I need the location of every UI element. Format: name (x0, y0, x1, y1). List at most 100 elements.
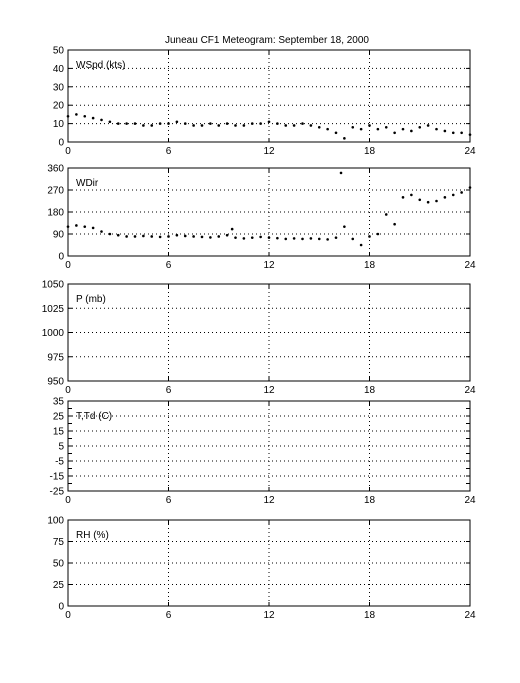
data-point (351, 237, 355, 241)
y-tick-label: 1000 (42, 328, 65, 339)
data-point (376, 232, 380, 236)
y-tick-label: 975 (47, 352, 64, 363)
data-point (234, 236, 237, 239)
data-point (410, 193, 413, 197)
y-tick-label: 0 (58, 138, 64, 149)
panel-label-rh: RH (%) (76, 530, 109, 541)
data-point (225, 233, 229, 237)
data-point (351, 125, 355, 129)
data-point (167, 235, 170, 238)
y-tick-label: -25 (50, 487, 65, 498)
data-point (125, 122, 128, 125)
x-tick-label: 24 (464, 260, 476, 271)
data-point (250, 122, 254, 125)
y-tick-label: 40 (53, 64, 65, 75)
data-point (150, 235, 154, 238)
data-point (217, 124, 221, 127)
data-point (401, 196, 405, 199)
x-tick-label: 6 (166, 260, 172, 271)
y-tick-label: 50 (53, 559, 65, 570)
y-tick-label: 90 (53, 230, 65, 241)
data-point (209, 122, 212, 125)
data-point (301, 122, 304, 125)
data-point (426, 124, 430, 127)
y-tick-label: 360 (47, 164, 64, 175)
data-point (200, 124, 204, 127)
data-point (125, 235, 128, 238)
axes-frame (67, 49, 471, 143)
y-tick-label: 0 (58, 252, 64, 263)
series-wspd (66, 113, 472, 140)
data-point (83, 114, 87, 118)
panel-rh: 0 6 12 18 24 0 25 50 75 100 RH (%) (47, 516, 476, 622)
x-tick-label: 24 (464, 385, 476, 396)
data-point (175, 120, 179, 124)
data-point (393, 131, 396, 135)
data-point (410, 129, 413, 133)
x-tick-label: 0 (65, 610, 71, 621)
data-point (359, 243, 363, 247)
data-point (183, 234, 187, 238)
x-tick-label: 0 (65, 146, 71, 157)
data-point (75, 224, 78, 227)
data-point (217, 235, 221, 238)
y-tick-label: 10 (53, 119, 65, 130)
data-point (116, 122, 120, 125)
x-tick-label: 0 (65, 260, 71, 271)
data-point (334, 236, 338, 239)
data-point (368, 124, 371, 127)
data-point (309, 237, 313, 240)
data-point (142, 234, 145, 238)
data-point (116, 233, 120, 237)
data-point (234, 124, 237, 127)
data-point (150, 124, 154, 127)
y-tick-label: 180 (47, 208, 64, 219)
data-point (317, 237, 321, 241)
data-point (66, 225, 70, 228)
x-tick-label: 12 (263, 495, 275, 506)
data-point (343, 137, 346, 140)
x-tick-label: 0 (65, 385, 71, 396)
x-tick-label: 24 (464, 610, 476, 621)
y-tick-label: 35 (53, 397, 65, 408)
data-point (108, 120, 112, 124)
data-point (393, 222, 396, 226)
data-point (66, 114, 70, 118)
figure-title: Juneau CF1 Meteogram: September 18, 2000 (165, 35, 369, 46)
y-tick-label: 270 (47, 186, 64, 197)
x-tick-label: 6 (166, 385, 172, 396)
data-point (175, 233, 179, 237)
x-tick-label: 12 (263, 610, 275, 621)
data-point (468, 186, 472, 189)
y-tick-label: 100 (47, 516, 64, 527)
data-point (192, 124, 195, 127)
x-tick-label: 18 (364, 495, 376, 506)
panel-temp-dewpoint: 0 6 12 18 24 -25 -15 -5 5 15 25 35 T,Td (C) (50, 397, 476, 507)
data-point (158, 235, 162, 239)
data-point (368, 235, 371, 238)
x-tick-label: 18 (364, 260, 376, 271)
data-point (209, 236, 212, 239)
series-wdir (66, 171, 472, 247)
x-tick-label: 18 (364, 385, 376, 396)
data-point (242, 124, 246, 127)
data-point (460, 191, 463, 194)
data-point (443, 196, 447, 199)
data-point (317, 125, 321, 129)
data-point (435, 127, 438, 131)
data-point (192, 235, 195, 238)
data-point (384, 125, 388, 129)
y-tick-label: 25 (53, 580, 65, 591)
y-tick-label: 15 (53, 427, 65, 438)
y-tick-label: 25 (53, 412, 65, 423)
data-point (91, 116, 95, 120)
y-tick-label: 30 (53, 82, 65, 93)
data-point (276, 122, 279, 125)
data-point (142, 124, 145, 127)
x-tick-label: 24 (464, 146, 476, 157)
data-point (334, 131, 338, 135)
data-point (133, 235, 137, 238)
data-point (267, 236, 271, 239)
data-point (359, 127, 363, 131)
